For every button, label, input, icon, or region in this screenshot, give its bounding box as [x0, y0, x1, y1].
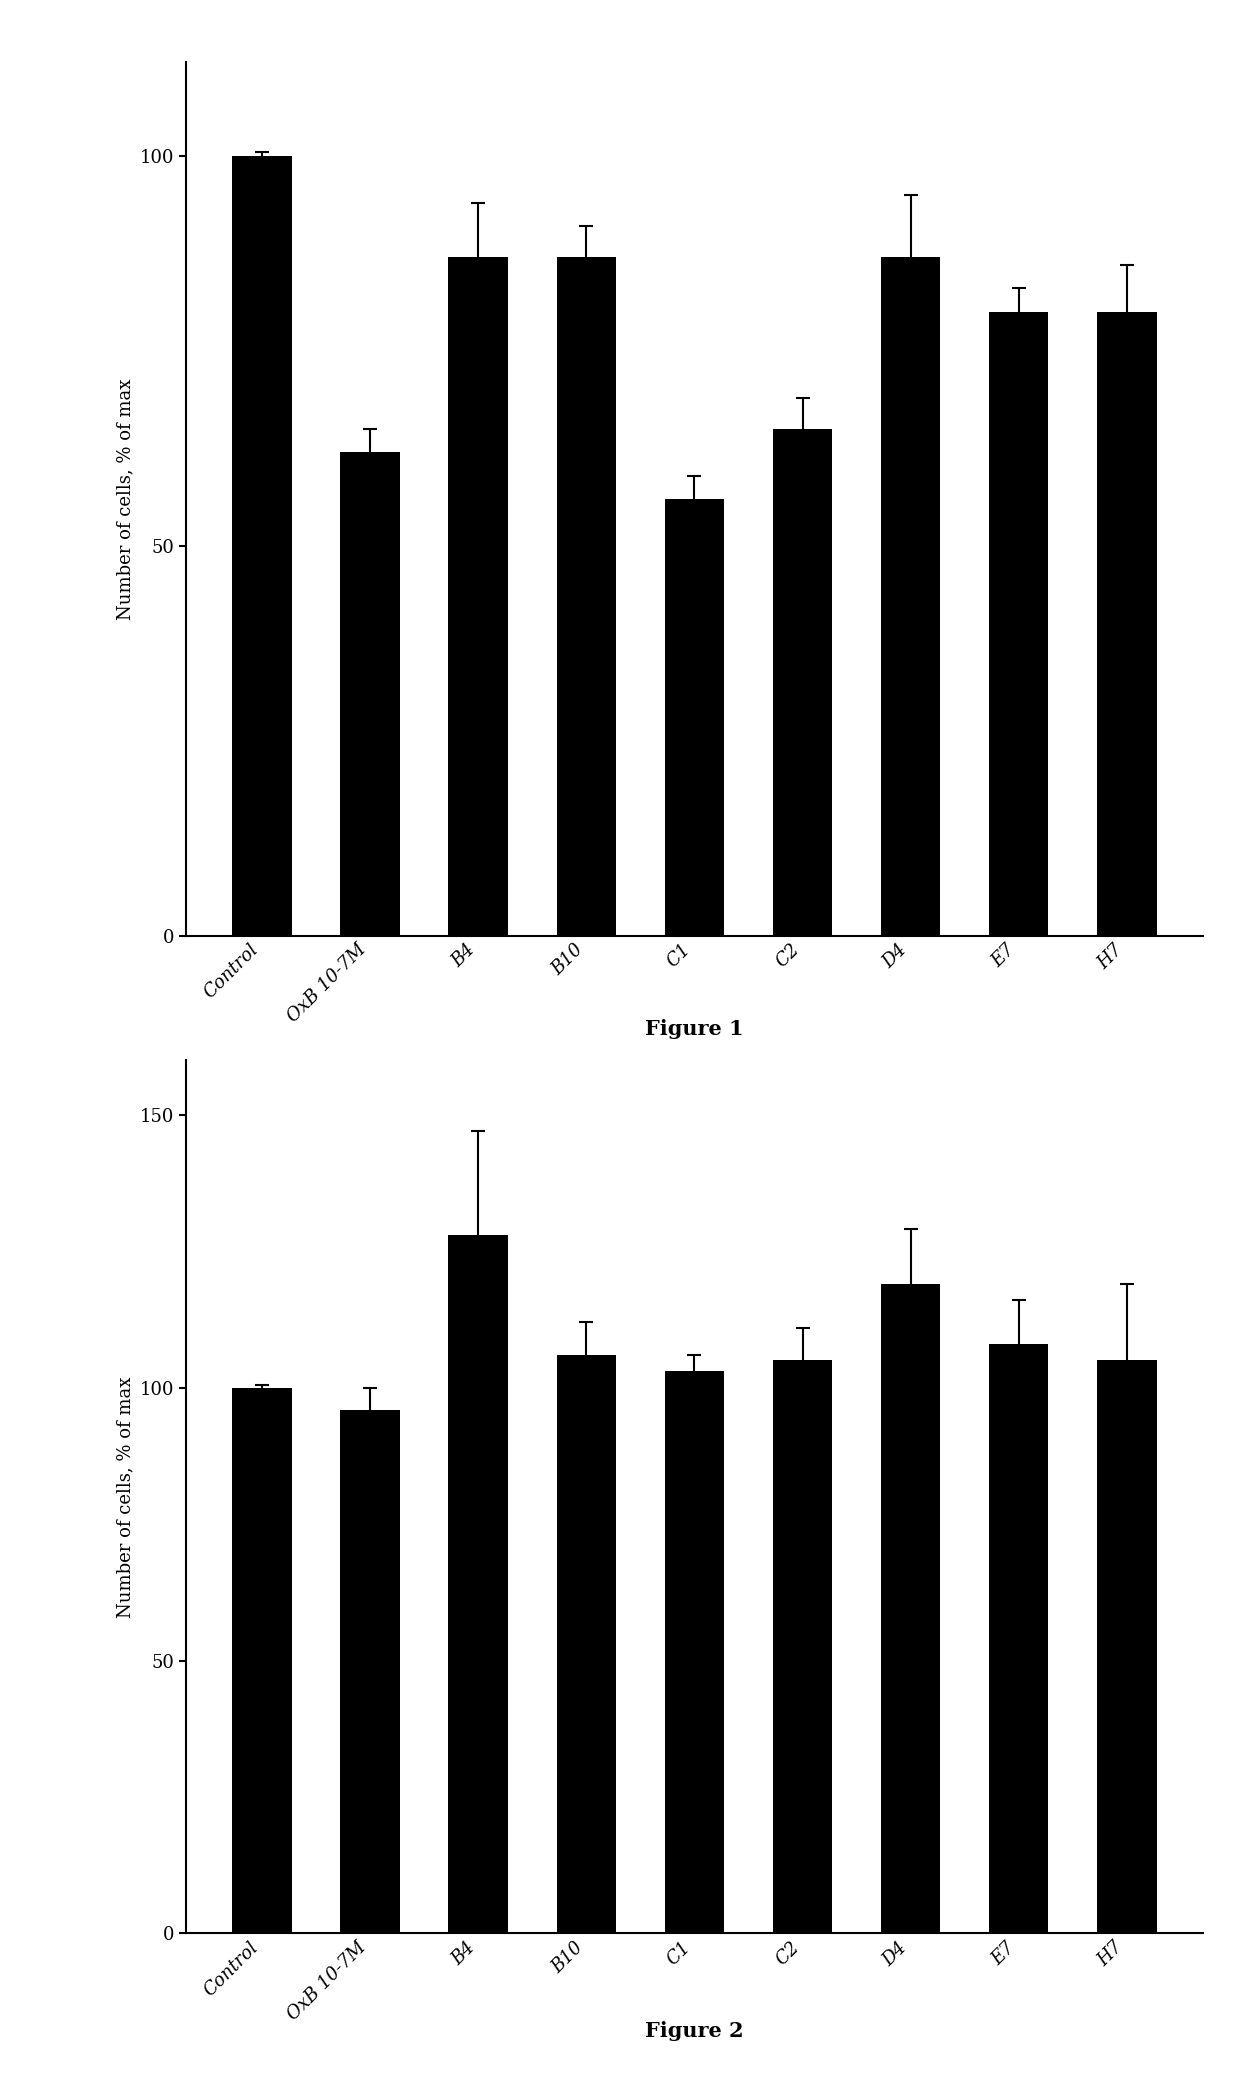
Bar: [773, 428, 832, 936]
Bar: [340, 1410, 399, 1933]
Bar: [1097, 1360, 1157, 1933]
Y-axis label: Number of cells, % of max: Number of cells, % of max: [117, 1376, 134, 1617]
Bar: [232, 156, 291, 936]
Y-axis label: Number of cells, % of max: Number of cells, % of max: [117, 378, 134, 620]
Bar: [449, 258, 508, 936]
Bar: [880, 1285, 940, 1933]
Bar: [990, 1343, 1049, 1933]
Bar: [665, 1372, 724, 1933]
Bar: [340, 453, 399, 936]
Bar: [557, 258, 616, 936]
Bar: [449, 1235, 508, 1933]
Bar: [1097, 312, 1157, 936]
Bar: [665, 499, 724, 936]
Bar: [880, 258, 940, 936]
Bar: [990, 312, 1049, 936]
Bar: [232, 1389, 291, 1933]
Bar: [773, 1360, 832, 1933]
Text: Figure 2: Figure 2: [645, 2021, 744, 2042]
Text: Figure 1: Figure 1: [645, 1019, 744, 1040]
Bar: [557, 1356, 616, 1933]
